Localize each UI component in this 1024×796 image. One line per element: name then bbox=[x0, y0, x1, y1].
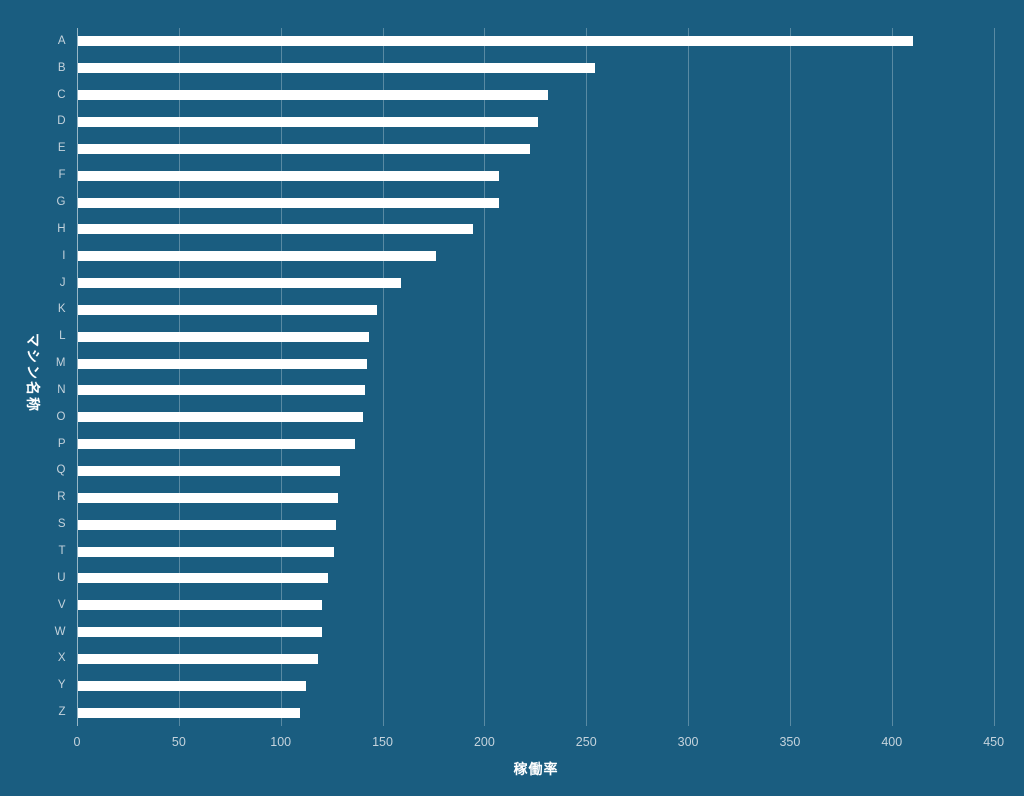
gridline bbox=[382, 28, 384, 726]
bar-A bbox=[77, 36, 913, 47]
y-category-label-K: K bbox=[57, 303, 66, 316]
bar-Q bbox=[77, 465, 341, 476]
bar-G bbox=[77, 197, 500, 208]
x-tick-label: 300 bbox=[677, 735, 699, 749]
bar-M bbox=[77, 358, 367, 369]
x-tick-label: 50 bbox=[171, 735, 186, 749]
y-category-label-F: F bbox=[58, 169, 66, 182]
zero-gridline bbox=[77, 28, 78, 726]
bar-W bbox=[77, 627, 322, 638]
y-category-label-C: C bbox=[57, 88, 66, 101]
x-tick-label: 0 bbox=[73, 735, 81, 749]
x-tick-label: 200 bbox=[473, 735, 495, 749]
y-category-label-R: R bbox=[57, 491, 66, 504]
bar-S bbox=[77, 519, 337, 530]
y-category-label-B: B bbox=[57, 61, 66, 74]
gridline bbox=[586, 28, 588, 726]
y-category-label-V: V bbox=[57, 598, 66, 611]
y-category-label-N: N bbox=[57, 383, 66, 396]
bar-L bbox=[77, 331, 369, 342]
y-category-label-P: P bbox=[57, 437, 66, 450]
gridline bbox=[484, 28, 486, 726]
x-tick-label: 350 bbox=[779, 735, 801, 749]
y-category-label-M: M bbox=[55, 357, 66, 370]
y-category-label-X: X bbox=[57, 652, 66, 665]
plot-area bbox=[77, 28, 1014, 726]
bar-U bbox=[77, 573, 329, 584]
y-category-label-Y: Y bbox=[57, 679, 66, 692]
x-tick-label: 150 bbox=[372, 735, 393, 749]
bar-D bbox=[77, 116, 538, 127]
bar-I bbox=[77, 251, 436, 262]
bar-E bbox=[77, 143, 530, 154]
y-category-label-W: W bbox=[54, 625, 66, 638]
gridline bbox=[891, 28, 893, 726]
bar-H bbox=[77, 224, 473, 235]
y-category-label-I: I bbox=[62, 249, 66, 262]
gridline bbox=[688, 28, 690, 726]
y-category-label-Q: Q bbox=[56, 464, 66, 477]
gridline bbox=[993, 28, 995, 726]
y-category-label-A: A bbox=[57, 34, 66, 47]
bar-T bbox=[77, 546, 335, 557]
bar-F bbox=[77, 170, 500, 181]
y-category-label-T: T bbox=[58, 545, 66, 557]
bar-P bbox=[77, 439, 355, 450]
y-category-label-D: D bbox=[57, 115, 66, 128]
bar-C bbox=[77, 90, 549, 101]
y-category-label-G: G bbox=[56, 196, 66, 208]
y-category-label-Z: Z bbox=[58, 706, 66, 719]
bar-Y bbox=[77, 680, 306, 691]
gridline bbox=[789, 28, 791, 726]
bar-N bbox=[77, 385, 365, 396]
x-tick-label: 400 bbox=[881, 735, 903, 749]
x-tick-label: 250 bbox=[575, 735, 597, 749]
bar-O bbox=[77, 412, 363, 423]
bar-R bbox=[77, 492, 339, 503]
y-category-label-J: J bbox=[59, 276, 66, 289]
x-axis-title: 稼働率 bbox=[513, 761, 559, 777]
bar-Z bbox=[77, 707, 300, 718]
y-axis-title: マシン名称 bbox=[25, 333, 41, 413]
x-tick-label: 100 bbox=[270, 735, 292, 749]
bar-V bbox=[77, 600, 322, 611]
y-category-label-O: O bbox=[56, 410, 66, 423]
bar-B bbox=[77, 63, 595, 74]
y-category-label-S: S bbox=[57, 518, 66, 531]
bar-X bbox=[77, 653, 318, 664]
y-category-label-H: H bbox=[57, 222, 66, 235]
y-category-label-U: U bbox=[57, 571, 66, 584]
gridline bbox=[178, 28, 180, 726]
gridline bbox=[280, 28, 282, 726]
bar-K bbox=[77, 304, 377, 315]
bar-J bbox=[77, 278, 402, 289]
y-category-label-E: E bbox=[57, 142, 66, 155]
y-category-label-L: L bbox=[59, 330, 66, 343]
x-tick-label: 450 bbox=[983, 735, 1005, 749]
